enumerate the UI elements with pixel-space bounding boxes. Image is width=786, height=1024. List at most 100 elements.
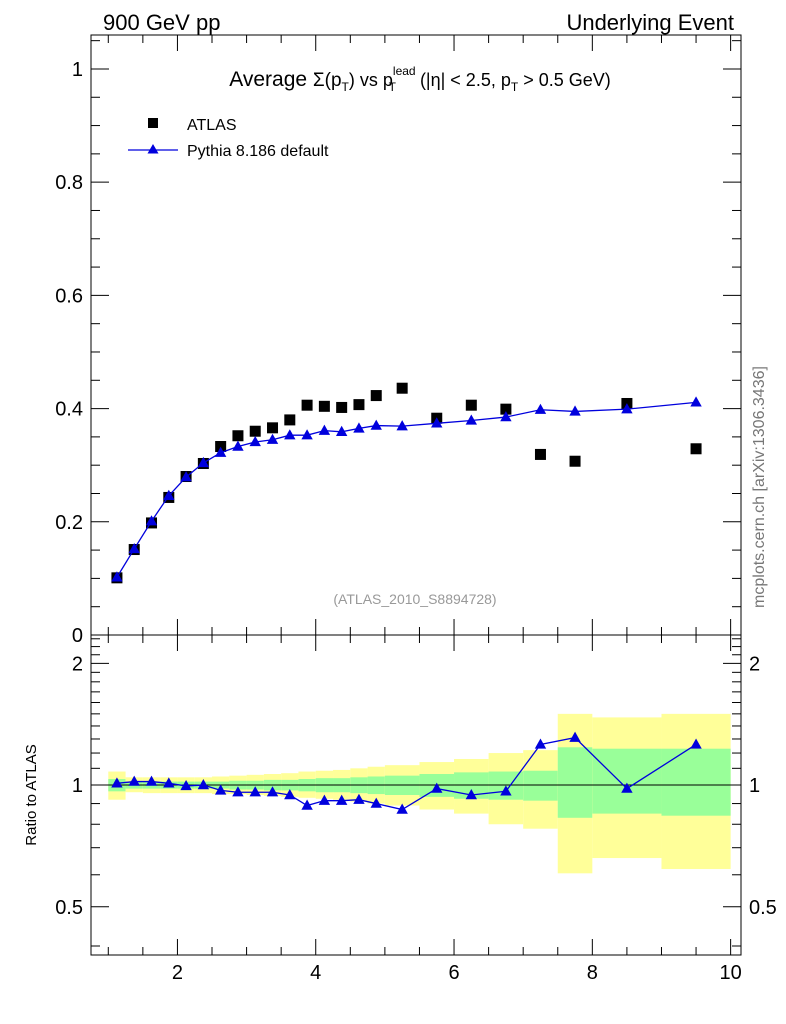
data-series [111, 382, 702, 814]
pythia-point [500, 411, 512, 422]
x-tick-label: 2 [172, 962, 183, 984]
atlas-point [569, 455, 581, 467]
pythia-point [370, 419, 382, 430]
pythia-ratio-point [690, 738, 702, 749]
atlas-point [396, 382, 408, 394]
pythia-point [145, 515, 158, 526]
pythia-ratio-point [197, 779, 210, 790]
title-sigma: Σ(p [313, 70, 342, 91]
legend-label-atlas: ATLAS [187, 117, 237, 134]
title-sup-lead: lead [393, 64, 416, 78]
atlas-point [370, 390, 382, 402]
title-sub-t3: T [511, 80, 519, 94]
axis-tick-labels: 0 0.2 0.4 0.6 0.8 1 0.5 0.5 1 1 2 2 2 4 6 8 10 [55, 59, 777, 984]
ratio-uncertainty-bands [108, 713, 731, 874]
pythia-point [284, 429, 296, 440]
pythia-ratio-point [353, 793, 365, 804]
pythia-ratio-point [569, 731, 581, 742]
header-left: 900 GeV pp [103, 10, 220, 35]
ratio-y-tick-label-right: 1 [749, 775, 760, 797]
pythia-point [180, 471, 192, 482]
pythia-point [232, 440, 244, 451]
pythia-ratio-point [284, 788, 296, 800]
pythia-point [621, 403, 633, 414]
main-y-tick-label: 0.8 [55, 172, 83, 194]
band-inner [523, 770, 558, 801]
pythia-ratio-point [318, 794, 331, 805]
atlas-point [353, 399, 365, 411]
main-chart-title: Average Σ(pT) vs plead T (|η| < 2.5, pT >… [229, 64, 611, 94]
header-right: Underlying Event [566, 10, 734, 35]
ratio-y-tick-label-left: 2 [72, 653, 83, 675]
axis-ticks [91, 35, 741, 955]
atlas-point [318, 400, 330, 412]
atlas-point [249, 425, 261, 437]
pythia-point [569, 405, 581, 416]
pythia-point [396, 420, 408, 431]
atlas-point [336, 401, 348, 413]
pythia-ratio-point [534, 738, 547, 749]
pythia-ratio-point [396, 803, 408, 814]
title-mid: ) vs p [349, 70, 393, 90]
title-sub-t: T [342, 80, 350, 94]
atlas-point [690, 443, 702, 455]
y-axis-label-ratio: Ratio to ATLAS [23, 744, 40, 845]
atlas-point [284, 414, 296, 426]
pythia-ratio-point [214, 784, 227, 795]
watermark: (ATLAS_2010_S8894728) [333, 591, 496, 607]
pythia-ratio-point [128, 775, 140, 786]
main-y-tick-label: 0 [72, 625, 83, 647]
atlas-point [500, 403, 512, 415]
pythia-point [465, 414, 478, 425]
pythia-ratio-point [163, 777, 175, 788]
side-label: mcplots.cern.ch [arXiv:1306.3436] [751, 366, 768, 608]
pythia-point [266, 433, 279, 444]
pythia-ratio-point [370, 797, 382, 808]
pythia-point [431, 417, 443, 428]
pythia-point [197, 456, 210, 468]
pythia-ratio-point [249, 786, 261, 797]
x-tick-label: 6 [448, 962, 459, 984]
pythia-point [318, 424, 331, 435]
main-y-tick-label: 1 [72, 59, 83, 81]
main-y-tick-label: 0.2 [55, 512, 83, 534]
pythia-ratio-point [180, 779, 192, 791]
legend-marker-atlas [148, 118, 158, 128]
ratio-y-tick-label-left: 1 [72, 775, 83, 797]
pythia-point [128, 542, 140, 554]
pythia-ratio-point [301, 799, 313, 810]
pythia-ratio-point [266, 786, 279, 797]
pythia-point [111, 571, 123, 582]
main-y-tick-label: 0.4 [55, 399, 83, 421]
pythia-point [534, 403, 547, 414]
atlas-point [232, 430, 244, 442]
atlas-point [301, 399, 313, 411]
pythia-ratio-point [111, 777, 123, 788]
pythia-point [163, 489, 175, 500]
atlas-point [215, 441, 227, 453]
title-tail: > 0.5 GeV) [518, 70, 611, 90]
pythia-point [335, 425, 348, 436]
atlas-point [465, 399, 477, 411]
pythia-ratio-point [621, 782, 633, 793]
pythia-point [690, 396, 702, 407]
pythia-point [214, 446, 227, 457]
title-sub-t2: T [389, 80, 397, 94]
pythia-point [249, 435, 261, 447]
legend-marker-pythia [147, 144, 159, 154]
band-inner [557, 747, 593, 818]
pythia-ratio-point [465, 788, 478, 800]
legend: ATLAS Pythia 8.186 default [128, 117, 329, 160]
band-inner [661, 748, 731, 816]
pythia-ratio-point [431, 782, 443, 793]
pythia-ratio-point [500, 785, 512, 796]
x-tick-label: 10 [720, 962, 742, 984]
ratio-y-tick-label-right: 2 [749, 653, 760, 675]
ratio-y-tick-label-right: 0.5 [749, 897, 777, 919]
atlas-point [267, 422, 279, 434]
main-y-tick-label: 0.6 [55, 285, 83, 307]
x-tick-label: 8 [587, 962, 598, 984]
title-post: (|η| < 2.5, p [415, 70, 511, 90]
pythia-ratio-point [145, 775, 158, 786]
